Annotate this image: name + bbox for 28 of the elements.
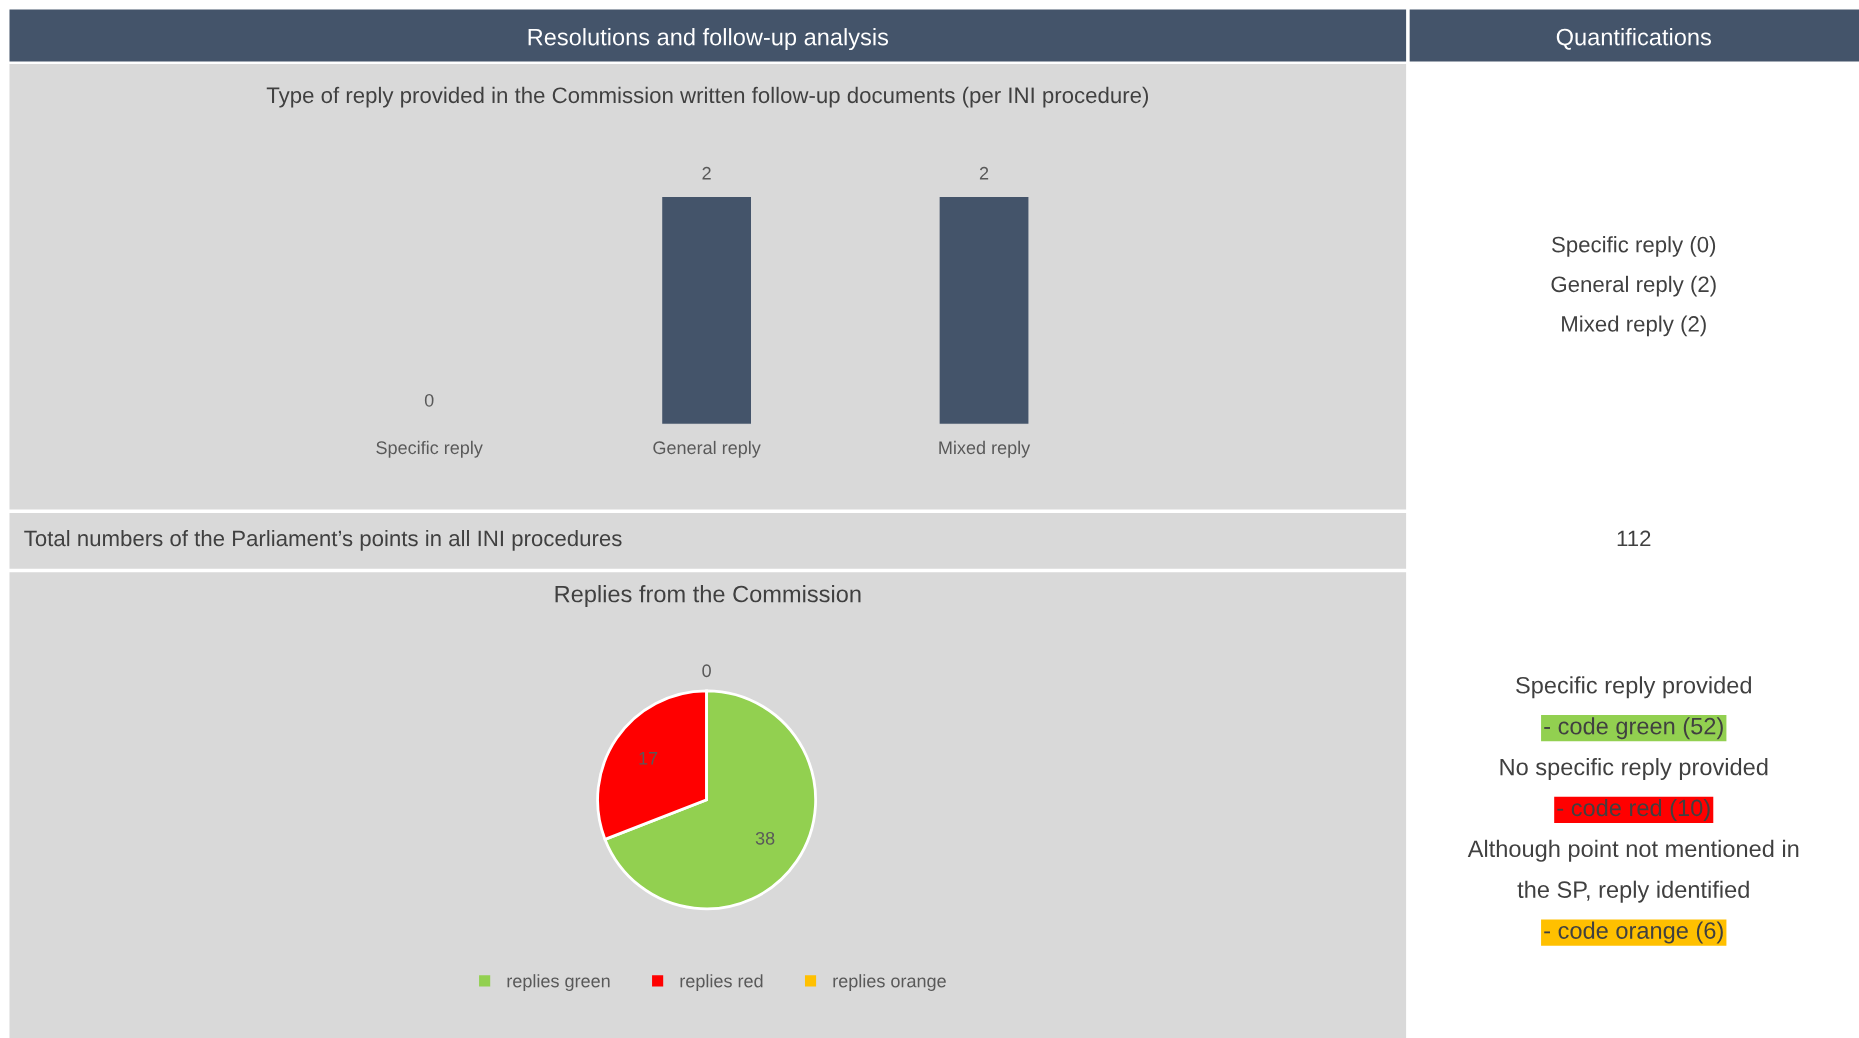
text: Total numbers of the Parliament’s points in all INI procedures — [24, 529, 622, 551]
text: 112 — [1617, 530, 1651, 547]
text: Quantifications — [1556, 28, 1711, 50]
data-label: 2 — [979, 166, 989, 180]
text: the SP, reply identified — [1517, 880, 1749, 903]
x-tick-label: General reply — [653, 440, 761, 458]
chart-title: Replies from the Commission — [555, 585, 861, 608]
text: No specific reply provided — [1500, 758, 1768, 781]
text: - code orange (6) — [1544, 921, 1723, 944]
text: Specific reply provided — [1516, 676, 1751, 699]
data-label: 2 — [702, 166, 711, 180]
text: Although point not mentioned in — [1467, 839, 1799, 862]
text: General reply (2) — [1551, 275, 1716, 297]
text: Mixed reply (2) — [1562, 315, 1706, 337]
data-label: 0 — [424, 393, 434, 407]
text: Specific reply (0) — [1552, 236, 1716, 257]
legend-label: replies red — [680, 974, 763, 991]
chart-title: Type of reply provided in the Commission written follow-up documents (per INI procedure) — [266, 86, 1148, 108]
data-label: 38 — [755, 831, 775, 845]
text: 0 — [702, 664, 711, 678]
x-tick-label: Mixed reply — [939, 440, 1031, 458]
legend-label: replies green — [507, 974, 610, 991]
text: - code green (52) — [1544, 717, 1723, 740]
text: Resolutions and follow-up analysis — [528, 28, 889, 51]
legend-label: replies orange — [833, 974, 946, 991]
x-tick-label: Specific reply — [376, 440, 483, 458]
data-label: 17 — [639, 752, 658, 765]
text: - code red (10) — [1557, 798, 1710, 821]
